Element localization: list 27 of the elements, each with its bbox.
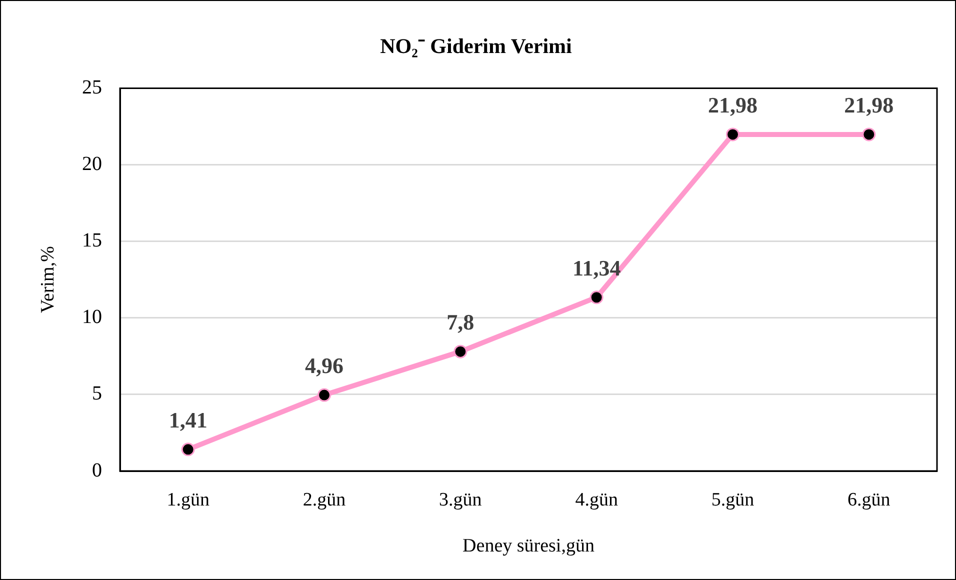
data-label: 4,96 — [305, 353, 344, 378]
y-tick-label: 25 — [82, 76, 102, 98]
y-tick-label: 15 — [82, 230, 102, 252]
data-label: 21,98 — [708, 92, 758, 118]
x-tick-label: 2.gün — [302, 489, 346, 510]
data-label: 11,34 — [572, 255, 621, 280]
point — [181, 442, 195, 456]
x-tick-label: 4.gün — [575, 489, 618, 510]
data-label: 21,98 — [844, 92, 894, 118]
y-tick-label: 0 — [92, 459, 102, 482]
x-tick-label: 6.gün — [848, 489, 891, 510]
y-axis-title: Verim,% — [37, 246, 58, 314]
data-label: 1,41 — [168, 407, 208, 432]
point — [726, 128, 740, 142]
y-tick-label: 20 — [82, 153, 102, 176]
x-tick-label: 3.gün — [439, 489, 482, 510]
data-label: 7,8 — [446, 310, 474, 335]
y-tick-label: 10 — [82, 306, 102, 328]
chart-title: NO₂⁻ Giderim Verimi — [380, 34, 572, 58]
point — [454, 344, 468, 358]
point — [862, 128, 876, 142]
x-tick-label: 1.gün — [166, 489, 210, 510]
y-tick-label: 5 — [92, 382, 102, 405]
x-axis-title: Deney süresi,gün — [462, 536, 595, 557]
point — [318, 388, 331, 402]
point — [590, 290, 604, 304]
x-tick-label: 5.gün — [711, 489, 755, 510]
